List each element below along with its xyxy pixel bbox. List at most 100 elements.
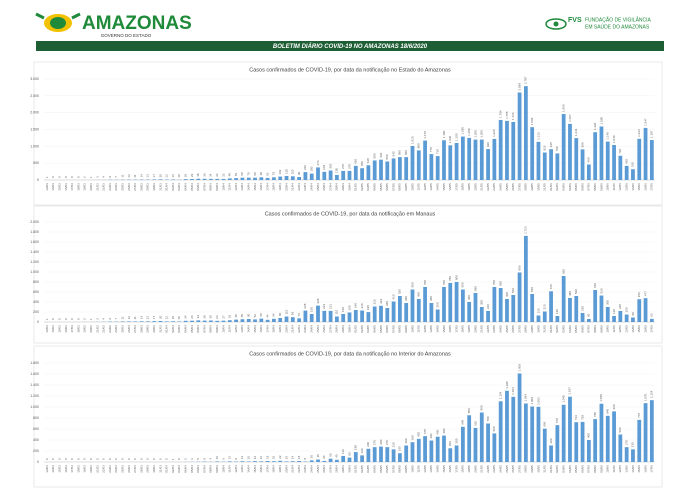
bar xyxy=(285,176,289,180)
x-tick-label: 26/03 xyxy=(127,325,131,333)
value-label: 560 xyxy=(530,287,534,292)
bar xyxy=(379,447,383,462)
value-label: 120 xyxy=(555,309,559,314)
value-label: 470 xyxy=(423,429,427,434)
x-tick-label: 07/04 xyxy=(202,183,206,191)
x-tick-label: 01/04 xyxy=(165,465,169,473)
x-tick-label: 02/05 xyxy=(360,183,364,191)
x-tick-label: 01/05 xyxy=(354,325,358,333)
x-tick-label: 05/05 xyxy=(379,183,383,191)
bar xyxy=(600,296,604,323)
x-tick-label: 10/05 xyxy=(410,183,414,191)
bar xyxy=(618,156,622,180)
bar xyxy=(392,449,396,462)
bar xyxy=(650,319,654,322)
bar xyxy=(587,165,591,180)
x-tick-label: 25/04 xyxy=(316,183,320,191)
x-tick-label: 30/04 xyxy=(347,465,351,473)
x-tick-label: 12/04 xyxy=(234,183,238,191)
value-label: 1.010 xyxy=(410,136,414,144)
x-tick-label: 17/03 xyxy=(70,465,74,473)
x-tick-label: 10/05 xyxy=(410,325,414,333)
bar xyxy=(165,321,169,322)
value-label: 790 xyxy=(555,146,559,151)
value-label: 360 xyxy=(410,435,414,440)
x-tick-label: 27/04 xyxy=(328,183,332,191)
bar xyxy=(530,294,534,322)
x-tick-label: 11/04 xyxy=(228,465,232,473)
bar xyxy=(436,310,440,323)
x-tick-label: 26/05 xyxy=(511,325,515,333)
x-tick-label: 11/05 xyxy=(417,465,421,473)
x-tick-label: 08/05 xyxy=(398,325,402,333)
x-tick-label: 04/06 xyxy=(568,325,572,333)
value-label: 270 xyxy=(385,440,389,445)
x-tick-label: 04/04 xyxy=(184,465,188,473)
bar xyxy=(511,295,515,322)
bar xyxy=(543,153,547,180)
x-tick-label: 24/05 xyxy=(498,465,502,473)
x-tick-label: 03/05 xyxy=(366,183,370,191)
x-tick-label: 16/03 xyxy=(64,183,68,191)
value-label: 270 xyxy=(624,440,628,445)
value-label: 110 xyxy=(284,309,288,314)
bar xyxy=(650,400,654,462)
bar xyxy=(568,397,572,462)
x-tick-label: 14/06 xyxy=(631,183,635,191)
bar xyxy=(486,149,490,180)
x-tick-label: 15/05 xyxy=(442,465,446,473)
value-label: 68 xyxy=(253,172,257,176)
x-tick-label: 25/03 xyxy=(121,183,125,191)
value-label: 240 xyxy=(366,441,370,446)
value-label: 45 xyxy=(316,454,320,458)
value-label: 1.184 xyxy=(511,387,515,395)
value-label: 17 xyxy=(152,174,156,178)
bar xyxy=(278,461,282,462)
x-tick-label: 05/04 xyxy=(190,183,194,191)
x-tick-label: 04/05 xyxy=(372,325,376,333)
x-tick-label: 17/06 xyxy=(650,183,654,191)
x-tick-label: 28/05 xyxy=(524,325,528,333)
value-label: 22 xyxy=(278,455,282,459)
bar xyxy=(385,161,389,180)
bar xyxy=(291,461,295,462)
bar xyxy=(354,310,358,322)
value-label: 700 xyxy=(486,416,490,421)
bar xyxy=(215,179,219,180)
x-tick-label: 29/04 xyxy=(341,325,345,333)
value-label: 1.170 xyxy=(423,131,427,139)
value-label: 770 xyxy=(429,147,433,152)
x-tick-label: 18/04 xyxy=(272,183,276,191)
x-tick-label: 06/05 xyxy=(385,465,389,473)
x-tick-label: 07/06 xyxy=(587,325,591,333)
bar xyxy=(278,177,282,180)
logo-text: AMAZONAS xyxy=(82,13,192,34)
bar xyxy=(203,321,207,322)
bar xyxy=(247,178,251,180)
value-label: 1.030 xyxy=(448,135,452,143)
value-label: 72 xyxy=(297,313,301,317)
bar xyxy=(285,317,289,323)
bar xyxy=(625,315,629,323)
value-label: 68 xyxy=(259,313,263,317)
bar xyxy=(272,177,276,180)
value-label: 670 xyxy=(555,418,559,423)
bar xyxy=(354,166,358,180)
x-tick-label: 27/05 xyxy=(517,183,521,191)
bar xyxy=(152,179,156,180)
x-tick-label: 15/03 xyxy=(58,325,62,333)
bar xyxy=(360,168,364,180)
value-label: 80 xyxy=(259,172,263,176)
y-tick-label: 2.000 xyxy=(30,220,39,224)
x-tick-label: 25/03 xyxy=(121,465,125,473)
value-label: 10 xyxy=(215,456,219,460)
value-label: 1.960 xyxy=(561,104,565,112)
value-label: 1.220 xyxy=(492,129,496,137)
bar xyxy=(486,311,490,322)
x-tick-label: 24/04 xyxy=(310,325,314,333)
value-label: 240 xyxy=(354,303,358,308)
value-label: 300 xyxy=(480,300,484,305)
x-tick-label: 19/04 xyxy=(278,183,282,191)
x-tick-label: 06/04 xyxy=(196,325,200,333)
x-tick-label: 10/04 xyxy=(221,465,225,473)
